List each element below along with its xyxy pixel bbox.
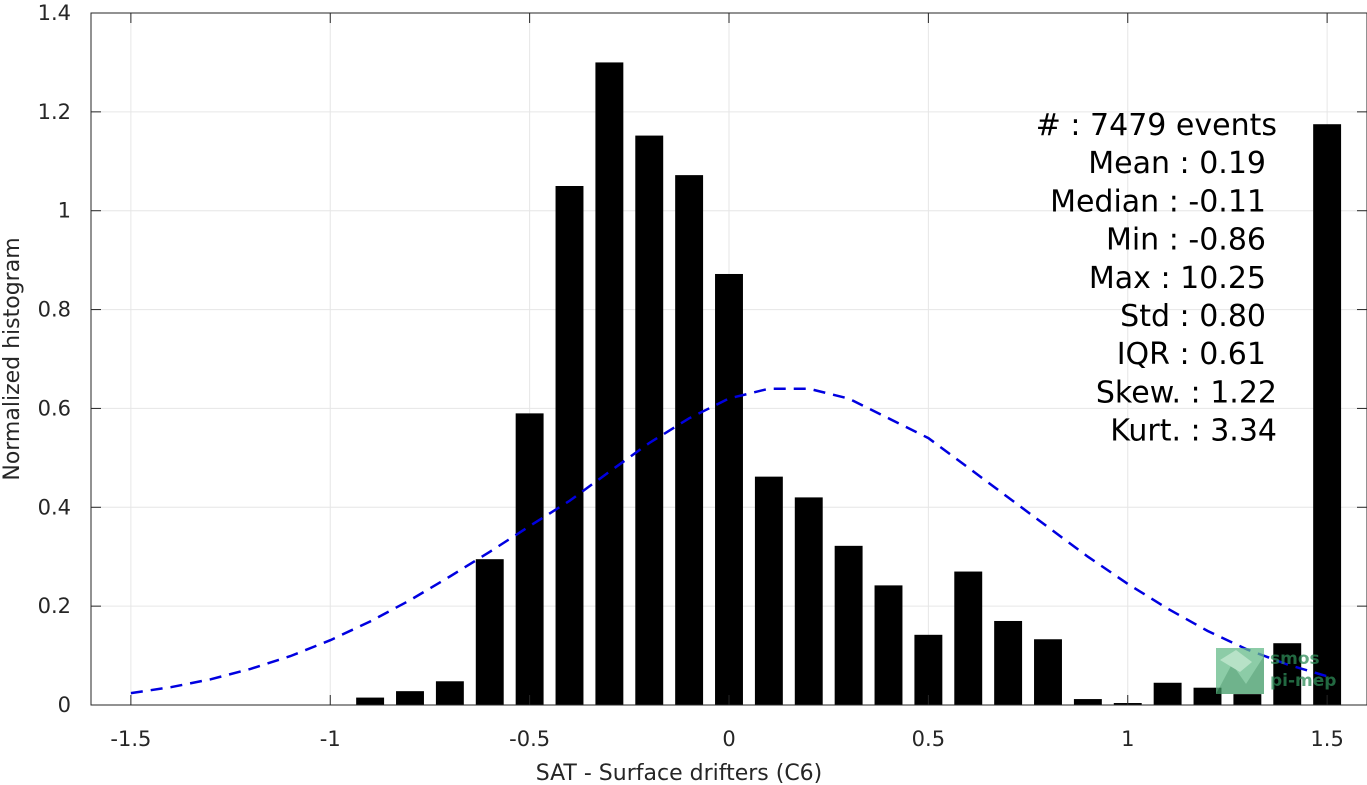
y-tick-label-4: 0.8 [38,298,71,322]
histogram-bar [475,559,504,705]
histogram-bar [1034,639,1062,705]
histogram-bar [715,273,743,705]
y-tick-labels: 0 0.2 0.4 0.6 0.8 1 1.2 1.4 [38,1,71,717]
x-tick-labels: -1.5 -1 -0.5 0 0.5 1 1.5 [110,727,1343,751]
y-tick-label-6: 1.2 [38,100,71,124]
histogram-bar [396,691,424,705]
grid-lines [91,12,1367,706]
stat-line-2: Median : -0.11 [1050,184,1266,219]
stat-line-7: Skew. : 1.22 [1096,375,1277,410]
histogram-bar [1073,699,1102,705]
stat-line-4: Max : 10.25 [1089,261,1266,296]
x-tick-label-1: -1 [320,727,341,751]
histogram-bar [754,476,783,705]
histogram-bar [635,135,664,705]
histogram-bar [435,681,464,705]
histogram-bar [914,634,943,705]
y-axis-label: Normalized histogram [0,237,25,480]
stat-line-1: Mean : 0.19 [1088,146,1266,181]
axes [90,12,1367,706]
histogram-bar [1233,694,1262,705]
x-tick-label-0: -1.5 [110,727,151,751]
normal-fit-curve [130,387,1328,695]
histogram-bar [356,697,385,705]
histogram-bar [595,62,624,705]
y-tick-label-3: 0.6 [38,396,71,420]
logo-text-line-1: smos [1270,649,1320,669]
histogram-bars [356,62,1342,705]
x-axis-label: SAT - Surface drifters (C6) [536,761,823,785]
histogram-bar [1273,643,1302,705]
y-tick-label-5: 1 [58,199,71,223]
histogram-bar [874,585,903,705]
histogram-bar [675,175,704,705]
x-tick-label-6: 1.5 [1310,727,1343,751]
histogram-bar [794,497,823,705]
x-tick-label-2: -0.5 [509,727,550,751]
logo-text-line-2: pi-mep [1270,671,1336,691]
smos-pimep-logo: smos pi-mep [1216,648,1336,694]
y-tick-label-0: 0 [58,693,71,717]
histogram-bar [515,413,544,705]
normal-fit-line [130,387,1328,695]
histogram-bar [555,186,584,705]
y-tick-label-1: 0.2 [38,594,71,618]
histogram-bar [1193,687,1222,705]
histogram-bar [1153,682,1182,705]
histogram-bar [834,545,863,705]
x-tick-label-5: 1 [1121,727,1134,751]
stat-line-0: # : 7479 events [1036,108,1277,143]
x-tick-label-3: 0 [722,727,735,751]
stat-line-3: Min : -0.86 [1106,223,1266,258]
y-tick-label-7: 1.4 [38,1,71,25]
stat-line-5: Std : 0.80 [1120,299,1266,334]
logo-mark [1216,648,1264,694]
histogram-bar [954,571,983,705]
stat-line-8: Kurt. : 3.34 [1110,414,1277,449]
y-tick-label-2: 0.4 [38,495,71,519]
x-tick-label-4: 0.5 [912,727,945,751]
stat-line-6: IQR : 0.61 [1117,337,1266,372]
histogram-bar [1313,124,1342,705]
histogram-bar [994,620,1023,705]
